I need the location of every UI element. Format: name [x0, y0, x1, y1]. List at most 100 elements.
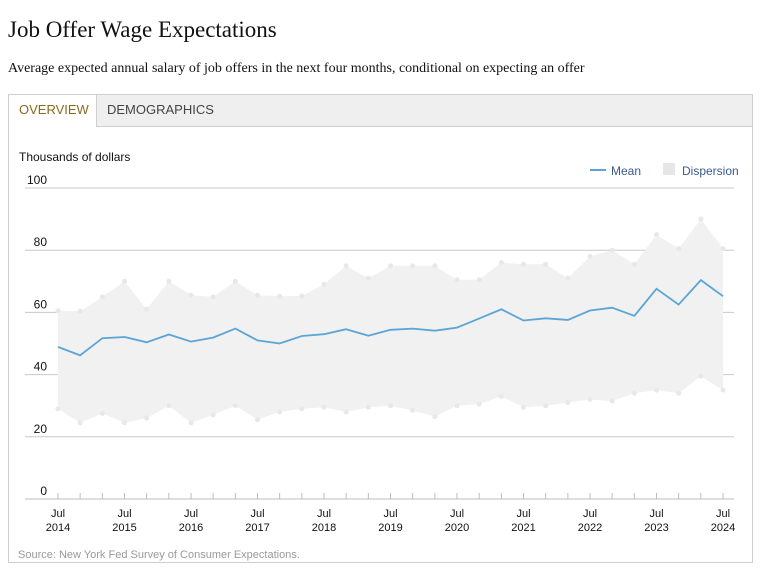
- x-tick-label-month: Jul: [250, 508, 264, 520]
- dispersion-upper-point: [144, 306, 150, 312]
- dispersion-lower-point: [609, 398, 615, 404]
- dispersion-upper-point: [365, 275, 371, 281]
- x-tick-label-month: Jul: [317, 508, 331, 520]
- dispersion-lower-point: [232, 403, 238, 409]
- dispersion-upper-point: [587, 253, 593, 259]
- dispersion-upper-point: [698, 216, 704, 222]
- dispersion-upper-point: [55, 308, 61, 314]
- legend-mean-label: Mean: [611, 164, 641, 178]
- x-tick-label-year: 2014: [46, 522, 70, 534]
- x-tick-label-year: 2019: [378, 522, 402, 534]
- dispersion-upper-point: [232, 278, 238, 284]
- dispersion-lower-point: [255, 417, 260, 423]
- dispersion-lower-point: [166, 403, 172, 409]
- dispersion-upper-point: [122, 278, 127, 284]
- x-tick-label-year: 2024: [711, 522, 735, 534]
- x-tick-label-year: 2017: [245, 522, 269, 534]
- y-tick-label: 100: [27, 173, 47, 187]
- dispersion-upper-point: [631, 261, 637, 267]
- tab-demographics[interactable]: DEMOGRAPHICS: [107, 102, 214, 117]
- dispersion-upper-point: [654, 232, 659, 238]
- dispersion-lower-point: [299, 406, 305, 412]
- dispersion-lower-point: [277, 409, 283, 415]
- dispersion-upper-point: [77, 308, 83, 314]
- x-tick-label-year: 2020: [445, 522, 469, 534]
- dispersion-upper-point: [343, 263, 349, 269]
- x-tick-label-month: Jul: [716, 508, 730, 520]
- x-tick-label-month: Jul: [383, 508, 397, 520]
- x-tick-label-year: 2016: [179, 522, 203, 534]
- dispersion-upper-point: [299, 293, 305, 299]
- dispersion-upper-point: [410, 263, 416, 269]
- dispersion-lower-point: [454, 403, 460, 409]
- y-tick-label: 20: [34, 422, 48, 436]
- dispersion-lower-point: [144, 415, 150, 421]
- tab-overview[interactable]: OVERVIEW: [9, 95, 97, 127]
- dispersion-lower-point: [521, 404, 526, 410]
- dispersion-upper-point: [388, 263, 393, 269]
- dispersion-lower-point: [343, 409, 349, 415]
- dispersion-lower-point: [676, 390, 682, 396]
- dispersion-lower-point: [77, 420, 83, 426]
- dispersion-upper-point: [543, 261, 549, 267]
- dispersion-lower-point: [210, 412, 216, 418]
- dispersion-lower-point: [321, 404, 327, 410]
- dispersion-upper-point: [676, 246, 682, 252]
- y-tick-label: 80: [34, 235, 48, 249]
- legend-dispersion-swatch: [663, 163, 675, 175]
- dispersion-lower-point: [543, 403, 549, 409]
- dispersion-lower-point: [432, 414, 438, 420]
- source-note: Source: New York Fed Survey of Consumer …: [18, 549, 300, 561]
- x-tick-label-month: Jul: [117, 508, 131, 520]
- x-tick-label-year: 2022: [578, 522, 602, 534]
- dispersion-lower-point: [99, 410, 105, 416]
- dispersion-upper-point: [565, 275, 571, 281]
- dispersion-upper-point: [277, 293, 283, 299]
- dispersion-upper-point: [476, 277, 482, 283]
- dispersion-upper-point: [321, 281, 327, 287]
- tab-bar: OVERVIEW DEMOGRAPHICS: [9, 95, 752, 127]
- dispersion-lower-point: [365, 404, 371, 410]
- dispersion-lower-point: [122, 420, 127, 426]
- dispersion-upper-point: [498, 260, 504, 266]
- y-tick-label: 0: [40, 484, 47, 498]
- legend: Mean Dispersion: [590, 163, 739, 178]
- dispersion-lower-point: [55, 406, 61, 412]
- dispersion-upper-point: [188, 292, 194, 298]
- dispersion-lower-point: [698, 373, 704, 379]
- dispersion-upper-point: [609, 247, 615, 253]
- dispersion-lower-point: [188, 420, 194, 426]
- x-tick-label-month: Jul: [583, 508, 597, 520]
- x-tick-label-month: Jul: [51, 508, 65, 520]
- dispersion-lower-point: [388, 403, 393, 409]
- legend-dispersion-label: Dispersion: [682, 164, 739, 178]
- dispersion-upper-point: [166, 278, 172, 284]
- x-tick-label-year: 2023: [644, 522, 668, 534]
- dispersion-upper-point: [432, 263, 438, 269]
- x-tick-label-year: 2015: [112, 522, 136, 534]
- y-axis-label: Thousands of dollars: [19, 150, 130, 164]
- page-title: Job Offer Wage Expectations: [8, 17, 277, 42]
- y-tick-label: 40: [34, 360, 48, 374]
- dispersion-lower-point: [654, 387, 659, 393]
- dispersion-lower-point: [631, 390, 637, 396]
- x-tick-label-year: 2018: [312, 522, 336, 534]
- dispersion-upper-point: [521, 261, 526, 267]
- dispersion-upper-point: [720, 246, 726, 252]
- dispersion-lower-point: [587, 396, 593, 402]
- dispersion-area: [58, 219, 723, 423]
- dispersion-upper-point: [255, 292, 260, 298]
- x-tick-label-month: Jul: [516, 508, 530, 520]
- dispersion-upper-point: [210, 294, 216, 300]
- mean-series-line: [57, 278, 724, 357]
- page-subtitle: Average expected annual salary of job of…: [8, 61, 585, 76]
- dispersion-upper-point: [99, 294, 105, 300]
- dispersion-lower-point: [498, 393, 504, 399]
- x-tick-label-month: Jul: [184, 508, 198, 520]
- x-tick-label-year: 2021: [511, 522, 535, 534]
- dispersion-lower-point: [565, 400, 571, 406]
- y-tick-label: 60: [34, 297, 48, 311]
- x-tick-label-month: Jul: [649, 508, 663, 520]
- dispersion-lower-point: [410, 407, 416, 413]
